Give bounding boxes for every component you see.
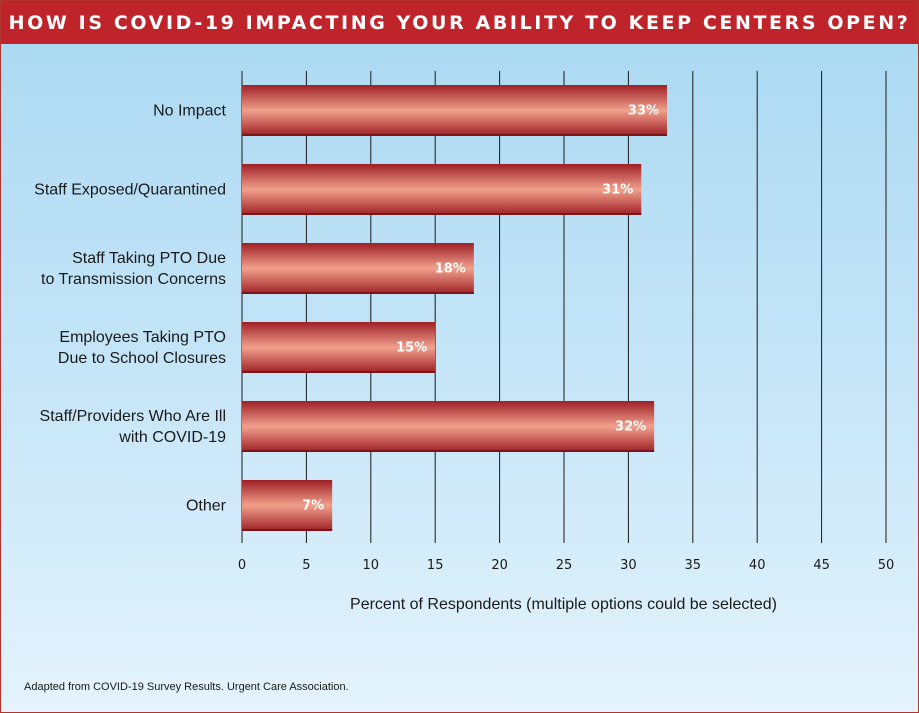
bar bbox=[242, 322, 436, 373]
bar-shadow bbox=[242, 292, 474, 294]
bar-value-label: 31% bbox=[602, 183, 633, 198]
category-label: Staff Taking PTO Due bbox=[72, 250, 226, 267]
bars: 33% 31% 18% 15% 32% 7% bbox=[242, 85, 668, 531]
bar-shadow bbox=[242, 134, 668, 136]
bar-shadow bbox=[242, 371, 436, 373]
bar-value-label: 7% bbox=[302, 499, 324, 514]
chart-title: HOW IS COVID-19 IMPACTING YOUR ABILITY T… bbox=[8, 11, 911, 34]
category-labels: No Impact Staff Exposed/Quarantined Staff … bbox=[34, 103, 227, 515]
category-label: Staff Exposed/Quarantined bbox=[34, 182, 226, 199]
grid-lines bbox=[241, 71, 887, 543]
x-tick-label: 35 bbox=[685, 558, 702, 573]
category-label: Employees Taking PTO bbox=[59, 329, 226, 346]
bar-value-label: 33% bbox=[628, 104, 659, 119]
bar-shadow bbox=[242, 450, 655, 452]
bar-shadow bbox=[242, 529, 333, 531]
bar-shadow bbox=[242, 213, 642, 215]
x-tick-label: 15 bbox=[427, 558, 444, 573]
bar bbox=[242, 401, 655, 452]
x-tick-label: 40 bbox=[749, 558, 766, 573]
x-tick-label: 25 bbox=[556, 558, 573, 573]
bar-value-label: 18% bbox=[435, 262, 466, 277]
source-note: Adapted from COVID-19 Survey Results. Ur… bbox=[24, 681, 349, 693]
x-tick-label: 45 bbox=[813, 558, 830, 573]
x-tick-label: 50 bbox=[878, 558, 895, 573]
x-axis-label: Percent of Respondents (multiple options… bbox=[350, 596, 777, 613]
category-label: to Transmission Concerns bbox=[41, 271, 226, 288]
x-tick-label: 20 bbox=[491, 558, 508, 573]
bar bbox=[242, 85, 668, 136]
category-label: with COVID-19 bbox=[118, 429, 226, 446]
bar bbox=[242, 480, 333, 531]
title-bar: HOW IS COVID-19 IMPACTING YOUR ABILITY T… bbox=[1, 1, 918, 44]
bar-value-label: 32% bbox=[615, 420, 646, 435]
category-label: No Impact bbox=[153, 103, 226, 120]
x-tick-label: 10 bbox=[363, 558, 380, 573]
category-label: Due to School Closures bbox=[58, 350, 226, 367]
x-tick-label: 0 bbox=[238, 558, 246, 573]
bar-value-label: 15% bbox=[396, 341, 427, 356]
category-label: Staff/Providers Who Are Ill bbox=[40, 408, 226, 425]
bar bbox=[242, 164, 642, 215]
bar bbox=[242, 243, 474, 294]
x-tick-label: 30 bbox=[620, 558, 637, 573]
category-label: Other bbox=[186, 498, 227, 515]
x-tick-label: 5 bbox=[302, 558, 310, 573]
x-tick-labels: 0 5 10 15 20 25 30 35 40 45 50 bbox=[238, 558, 894, 573]
